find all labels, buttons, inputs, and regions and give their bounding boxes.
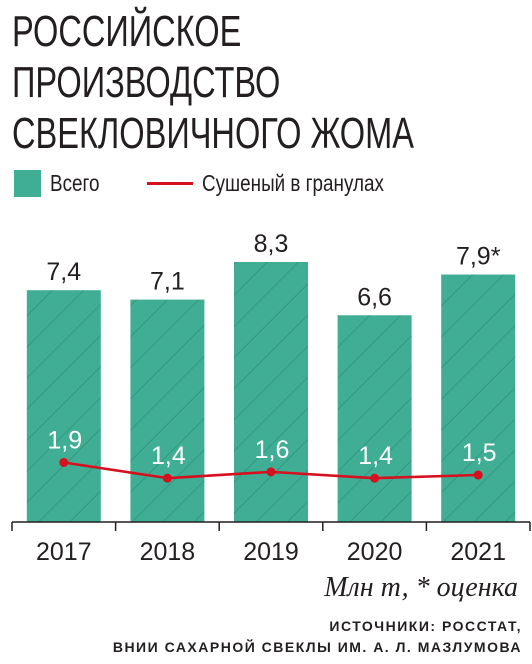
bar-value-label-2019: 8,3	[254, 230, 289, 258]
dried-point-2020	[370, 473, 380, 483]
dried-series	[59, 457, 483, 483]
unit-note: Млн т, * оценка	[324, 572, 518, 603]
data-labels: 7,4 7,1 8,3 6,6 7,9* 1,9 1,4 1,6 1,4 1,5	[46, 230, 500, 470]
title-line-3: СВЕКЛОВИЧНОГО ЖОМА	[12, 109, 414, 158]
title-line-1: РОССИЙСКОЕ	[12, 7, 242, 56]
dried-value-label-2017: 1,9	[47, 426, 82, 454]
legend-label-total: Всего	[50, 169, 100, 196]
legend-item-dried: Сушеный в гранулах	[147, 166, 424, 200]
dried-point-2017	[59, 457, 69, 467]
x-tick-label-2021: 2021	[450, 538, 506, 566]
legend-label-dried: Сушеный в гранулах	[202, 169, 384, 196]
dried-value-label-2020: 1,4	[358, 442, 393, 470]
sources-line-2: ВНИИ САХАРНОЙ СВЕКЛЫ ИМ. А. Л. МАЗЛУМОВА	[112, 639, 522, 655]
bar-2020	[337, 315, 412, 522]
bars	[26, 262, 516, 522]
dried-point-2021	[473, 470, 483, 480]
dried-value-label-2021: 1,5	[462, 439, 497, 467]
x-tick-label-2019: 2019	[243, 538, 299, 566]
x-tick-label-2020: 2020	[347, 538, 403, 566]
legend-line-dried	[147, 181, 193, 185]
x-tick-label-2017: 2017	[36, 538, 92, 566]
bar-2018	[130, 299, 205, 522]
title-line-2: ПРОИЗВОДСТВО	[12, 58, 281, 107]
x-tick-label-2018: 2018	[140, 538, 196, 566]
sources: ИСТОЧНИКИ: РОССТАТ, ВНИИ САХАРНОЙ СВЕКЛЫ…	[113, 616, 522, 658]
legend-item-total: Всего	[14, 166, 110, 200]
bar-value-label-2018: 7,1	[150, 268, 185, 296]
bar-2019	[234, 262, 308, 522]
dried-value-label-2018: 1,4	[151, 442, 186, 470]
dried-point-2018	[162, 473, 172, 483]
dried-point-2019	[266, 467, 276, 477]
bar-value-label-2021: 7,9*	[456, 243, 501, 271]
chart-title: РОССИЙСКОЕ ПРОИЗВОДСТВО СВЕКЛОВИЧНОГО ЖО…	[12, 6, 414, 159]
legend-swatch-total	[14, 169, 41, 197]
x-axis: 2017 2018 2019 2020 2021	[11, 521, 531, 566]
bar-2017	[26, 290, 101, 522]
bar-2021	[441, 274, 516, 522]
sources-line-1: ИСТОЧНИКИ: РОССТАТ,	[329, 618, 522, 634]
dried-value-label-2019: 1,6	[255, 436, 290, 464]
bar-value-label-2020: 6,6	[357, 283, 392, 311]
bar-value-label-2017: 7,4	[46, 258, 81, 286]
